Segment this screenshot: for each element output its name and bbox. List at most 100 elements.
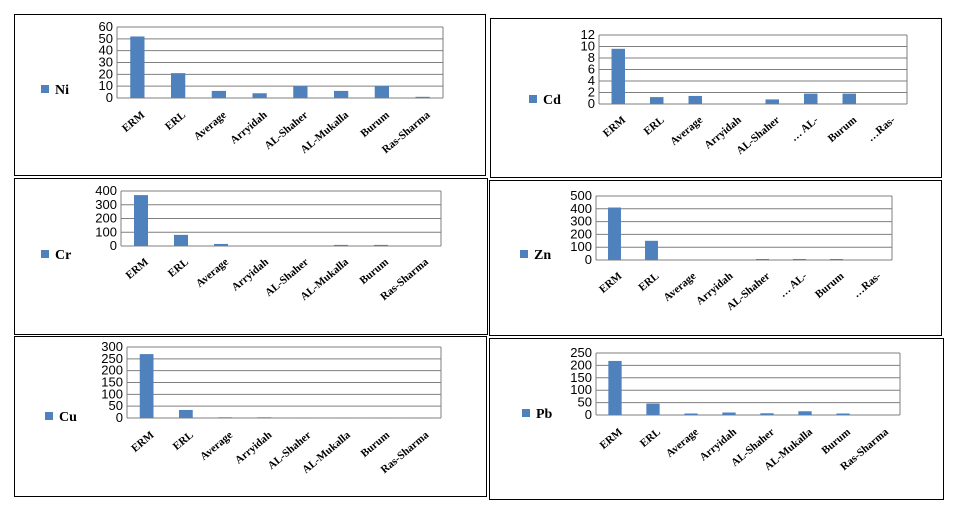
y-tick-label: 0	[110, 238, 117, 253]
cd-chart-panel: 0 2 4 6 8 10 12 ERM ERL Average Arryidah AL-Shaher……	[490, 18, 942, 178]
category-label: ERL	[171, 429, 196, 453]
category-label: ERL	[642, 114, 667, 138]
category-label: Burum	[826, 114, 859, 145]
y-tick-label: 0	[585, 407, 592, 422]
category-label: Burum	[359, 429, 392, 460]
y-tick-label: 8	[588, 50, 595, 65]
category-label: Average	[661, 270, 698, 304]
bar-zn-6	[830, 258, 843, 260]
y-tick-label: 0	[106, 90, 113, 105]
category-label: Burum	[357, 256, 390, 287]
category-label: …Ras-	[851, 270, 884, 300]
legend-label: Zn	[534, 248, 551, 263]
bar-ni-3	[252, 93, 267, 98]
y-tick-label: 400	[95, 183, 117, 198]
category-label: ERM	[601, 114, 629, 140]
y-tick-label: 100	[570, 382, 592, 397]
category-label: AL-Shaher	[734, 114, 782, 157]
category-label: Average	[192, 109, 229, 143]
bar-cd-5	[804, 93, 818, 104]
bar-pb-0	[608, 360, 622, 415]
legend-label: Pb	[536, 407, 553, 422]
legend-swatch	[522, 409, 530, 417]
category-label: ERM	[598, 426, 626, 452]
bar-cu-1	[179, 409, 193, 418]
legend-swatch	[41, 250, 49, 258]
bar-cu-0	[139, 354, 154, 418]
bar-pb-4	[760, 413, 774, 415]
zn-chart-panel: 0 100 200 300 400 500 ERM ERL Average Arryidah AL-…	[489, 180, 942, 336]
y-tick-label: 150	[570, 370, 592, 385]
category-label: ERL	[166, 256, 191, 280]
y-tick-label: 500	[570, 188, 592, 203]
y-tick-label: 200	[101, 363, 123, 378]
y-tick-label: 0	[588, 96, 595, 111]
bar-cd-6	[842, 93, 856, 104]
bar-cu-3	[257, 417, 272, 418]
category-label: ERL	[638, 426, 663, 450]
y-tick-label: 20	[99, 66, 113, 81]
bar-pb-6	[836, 413, 850, 415]
bar-ni-1	[170, 73, 186, 98]
y-tick-label: 50	[109, 398, 123, 413]
y-tick-label: 300	[101, 339, 123, 354]
y-tick-label: 6	[588, 62, 595, 77]
bar-zn-4	[756, 258, 769, 260]
category-label: Average	[664, 426, 701, 460]
legend-label: Cr	[55, 248, 71, 263]
y-tick-label: 200	[95, 211, 117, 226]
bar-pb-2	[684, 413, 698, 415]
bar-ni-4	[293, 86, 308, 98]
bar-cr-0	[134, 195, 148, 246]
y-tick-label: 200	[570, 226, 592, 241]
category-label: ERM	[129, 429, 157, 455]
bar-zn-5	[793, 258, 806, 260]
legend-swatch	[45, 412, 53, 420]
y-tick-label: 0	[585, 252, 592, 267]
bar-cd-2	[688, 95, 702, 104]
bar-ni-0	[130, 36, 145, 98]
category-label: Average	[668, 114, 705, 148]
bar-cr-1	[174, 234, 188, 246]
y-tick-label: 30	[99, 55, 113, 70]
legend-swatch	[529, 95, 537, 103]
cu-chart-panel: 0 50 100 150 200 250 300 ERM ERL Average Arryidah A…	[14, 336, 487, 497]
bar-cd-0	[611, 48, 625, 104]
bar-ni-7	[415, 96, 430, 98]
category-label: …Ras-	[865, 114, 898, 144]
y-tick-label: 10	[581, 39, 595, 54]
y-tick-label: 300	[570, 214, 592, 229]
y-tick-label: 250	[570, 345, 592, 360]
legend-swatch	[41, 85, 49, 93]
legend-label: Cd	[543, 93, 561, 108]
category-label: ERM	[120, 109, 148, 135]
category-label: … AL-	[777, 270, 810, 300]
y-tick-label: 100	[101, 386, 123, 401]
y-tick-label: 50	[99, 31, 113, 46]
legend-label: Ni	[55, 83, 69, 98]
category-label: ERL	[163, 109, 188, 133]
bar-cd-1	[650, 97, 664, 104]
category-label: ERM	[597, 270, 625, 296]
y-tick-label: 12	[581, 27, 595, 42]
bar-ni-5	[333, 90, 349, 98]
y-tick-label: 400	[570, 201, 592, 216]
ni-chart-panel: 0 10 20 30 40 50 60 ERM ERL Average Arryidah AL-Sha…	[14, 14, 486, 176]
bar-cr-5	[334, 244, 348, 246]
bar-cd-4	[765, 99, 779, 104]
category-label: … AL-	[788, 114, 821, 144]
bar-zn-0	[608, 207, 621, 260]
bar-cr-6	[374, 244, 388, 246]
y-tick-label: 100	[570, 239, 592, 254]
bar-cr-2	[214, 243, 228, 246]
y-tick-label: 0	[116, 410, 123, 425]
category-label: Average	[198, 429, 235, 463]
category-label: Burum	[813, 270, 846, 301]
bar-ni-2	[211, 90, 227, 98]
